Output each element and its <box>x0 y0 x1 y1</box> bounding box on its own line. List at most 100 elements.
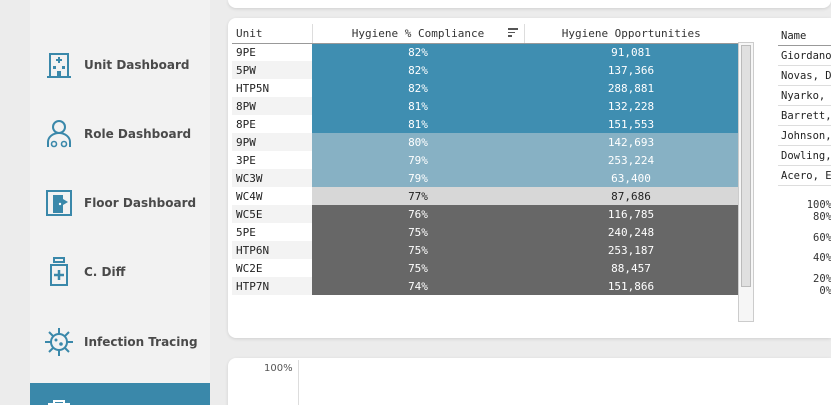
cell-unit: HTP7N <box>232 277 312 295</box>
unit-compliance-table: Unit Hygiene % Compliance Hygiene Opport… <box>232 24 738 295</box>
bottom-chart-card: 100% <box>228 358 831 405</box>
cell-opportunities: 142,693 <box>524 133 738 151</box>
name-row[interactable]: Novas, D <box>778 66 831 86</box>
sidebar-item-label: C. Diff <box>84 265 126 279</box>
cell-opportunities: 88,457 <box>524 259 738 277</box>
sidebar-item-label: Infection Tracing <box>84 335 198 349</box>
mini-chart-tick-label: 20% <box>813 273 831 285</box>
sidebar-item-floor-dashboard[interactable]: Floor Dashboard <box>30 177 210 229</box>
virus-icon <box>44 327 74 357</box>
cell-compliance: 76% <box>312 205 524 223</box>
table-row[interactable]: 5PW 82% 137,366 <box>232 61 738 79</box>
mini-chart-tick-label: 0% <box>819 285 831 297</box>
mini-chart-tick-label: 100% <box>806 199 831 211</box>
cell-compliance: 81% <box>312 97 524 115</box>
y-axis-line <box>298 360 299 405</box>
sidebar-item-role-dashboard[interactable]: Role Dashboard <box>30 108 210 160</box>
hospital-building-icon <box>44 50 74 80</box>
table-row[interactable]: WC3W 79% 63,400 <box>232 169 738 187</box>
table-row[interactable]: 9PE 82% 91,081 <box>232 43 738 61</box>
cell-opportunities: 288,881 <box>524 79 738 97</box>
table-row[interactable]: HTP6N 75% 253,187 <box>232 241 738 259</box>
cell-unit: HTP6N <box>232 241 312 259</box>
cell-compliance: 79% <box>312 151 524 169</box>
top-card <box>228 0 831 8</box>
cell-compliance: 79% <box>312 169 524 187</box>
cell-compliance: 75% <box>312 259 524 277</box>
table-header-row: Unit Hygiene % Compliance Hygiene Opport… <box>232 24 738 44</box>
cell-opportunities: 87,686 <box>524 187 738 205</box>
sidebar-item-infection-tracing[interactable]: Infection Tracing <box>30 316 210 368</box>
cell-opportunities: 240,248 <box>524 223 738 241</box>
name-row[interactable]: Acero, Ev <box>778 166 831 186</box>
table-row[interactable]: 5PE 75% 240,248 <box>232 223 738 241</box>
cell-unit: 9PW <box>232 133 312 151</box>
y-axis-tick-label: 100% <box>264 363 293 374</box>
column-header-compliance-label: Hygiene % Compliance <box>351 26 485 40</box>
table-row[interactable]: 8PE 81% 151,553 <box>232 115 738 133</box>
cell-opportunities: 137,366 <box>524 61 738 79</box>
table-row[interactable]: HTP5N 82% 288,881 <box>232 79 738 97</box>
cell-opportunities: 151,866 <box>524 277 738 295</box>
name-row[interactable]: Barrett, . <box>778 106 831 126</box>
sidebar-item-active[interactable] <box>30 383 210 405</box>
mini-chart-tick-label: 40% <box>813 252 831 264</box>
table-row[interactable]: WC4W 77% 87,686 <box>232 187 738 205</box>
cell-unit: WC3W <box>232 169 312 187</box>
cell-compliance: 82% <box>312 61 524 79</box>
name-row[interactable]: Nyarko, N <box>778 86 831 106</box>
unit-compliance-card: Unit Hygiene % Compliance Hygiene Opport… <box>228 18 831 338</box>
cell-opportunities: 253,224 <box>524 151 738 169</box>
table-row[interactable]: 3PE 79% 253,224 <box>232 151 738 169</box>
column-header-unit[interactable]: Unit <box>232 24 313 44</box>
mini-chart-tick-label: 80% <box>813 211 831 223</box>
cell-compliance: 74% <box>312 277 524 295</box>
sidebar-item-label: Unit Dashboard <box>84 58 190 72</box>
table-row[interactable]: 8PW 81% 132,228 <box>232 97 738 115</box>
cell-unit: 3PE <box>232 151 312 169</box>
cell-unit: WC2E <box>232 259 312 277</box>
column-header-compliance[interactable]: Hygiene % Compliance <box>312 24 525 44</box>
name-row[interactable]: Johnson, <box>778 126 831 146</box>
cell-unit: 8PE <box>232 115 312 133</box>
cell-opportunities: 91,081 <box>524 43 738 61</box>
cell-unit: 9PE <box>232 43 312 61</box>
column-header-opportunities[interactable]: Hygiene Opportunities <box>524 24 738 44</box>
cell-opportunities: 132,228 <box>524 97 738 115</box>
cell-unit: 5PE <box>232 223 312 241</box>
sidebar-item-label: Floor Dashboard <box>84 196 197 210</box>
name-row[interactable]: Dowling, <box>778 146 831 166</box>
cell-opportunities: 253,187 <box>524 241 738 259</box>
cell-compliance: 82% <box>312 79 524 97</box>
cell-unit: WC4W <box>232 187 312 205</box>
table-row[interactable]: WC5E 76% 116,785 <box>232 205 738 223</box>
sort-descending-icon[interactable] <box>507 28 518 38</box>
sidebar-item-c-diff[interactable]: C. Diff <box>30 246 210 298</box>
cell-compliance: 82% <box>312 43 524 61</box>
sidebar-item-unit-dashboard[interactable]: Unit Dashboard <box>30 39 210 91</box>
cell-unit: 8PW <box>232 97 312 115</box>
cell-compliance: 75% <box>312 223 524 241</box>
cell-unit: WC5E <box>232 205 312 223</box>
cell-compliance: 81% <box>312 115 524 133</box>
sidebar-item-label: Role Dashboard <box>84 127 192 141</box>
table-row[interactable]: HTP7N 74% 151,866 <box>232 277 738 295</box>
staff-user-icon <box>44 119 74 149</box>
table-row[interactable]: 9PW 80% 142,693 <box>232 133 738 151</box>
medicine-bottle-icon <box>44 257 74 287</box>
cell-opportunities: 116,785 <box>524 205 738 223</box>
nav-icon-partial <box>46 395 72 405</box>
name-row[interactable]: Giordano <box>778 46 831 66</box>
name-column-header[interactable]: Name <box>778 26 831 46</box>
cell-opportunities: 63,400 <box>524 169 738 187</box>
mini-chart-tick-label: 60% <box>813 232 831 244</box>
cell-compliance: 80% <box>312 133 524 151</box>
scrollbar-thumb[interactable] <box>741 45 751 287</box>
table-row[interactable]: WC2E 75% 88,457 <box>232 259 738 277</box>
sidebar: Unit Dashboard Role Dashboard Floor Dash… <box>30 0 210 405</box>
cell-compliance: 77% <box>312 187 524 205</box>
cell-unit: 5PW <box>232 61 312 79</box>
table-scrollbar[interactable] <box>738 42 754 322</box>
floor-door-icon <box>44 188 74 218</box>
cell-compliance: 75% <box>312 241 524 259</box>
